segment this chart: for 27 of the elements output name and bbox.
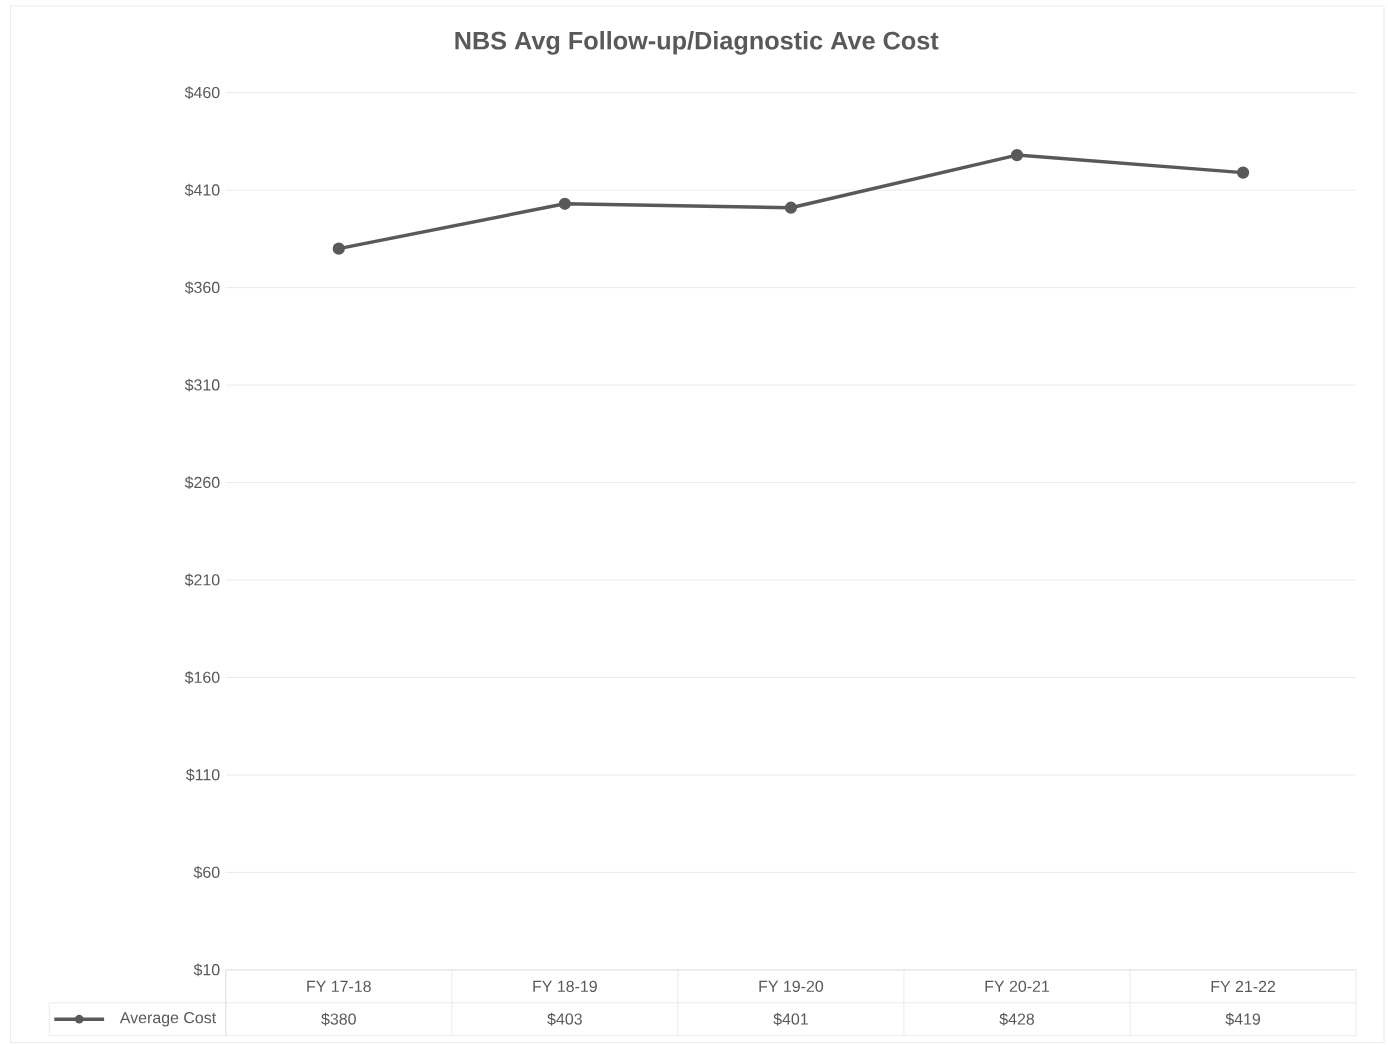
point: [1010, 149, 1024, 162]
y-tick-label: $110: [186, 768, 220, 782]
x-tick-label: FY 18-19: [533, 980, 597, 993]
data-label: $419: [1225, 1012, 1261, 1026]
y-tick-label: $310: [184, 378, 220, 392]
point: [784, 201, 798, 214]
data-label: $380: [321, 1012, 356, 1026]
x-tick-label: FY 21-22: [1211, 980, 1276, 993]
x-tick-label: FY 19-20: [759, 980, 824, 993]
point: [1236, 166, 1250, 179]
point: [332, 242, 345, 255]
y-tick-label: $360: [184, 281, 220, 295]
y-tick-label: $160: [184, 671, 220, 685]
legend-label: Average Cost: [119, 1012, 217, 1027]
data-label: $428: [999, 1012, 1035, 1026]
y-tick-label: $10: [193, 963, 220, 977]
data-label: $403: [547, 1012, 582, 1026]
x-tick-label: FY 17-18: [307, 980, 371, 993]
y-tick-label: $460: [184, 86, 220, 100]
point: [558, 197, 571, 211]
x-tick-label: FY 20-21: [985, 980, 1049, 993]
y-tick-label: $410: [184, 183, 220, 197]
data-label: $401: [773, 1012, 808, 1026]
y-tick-label: $60: [193, 866, 220, 880]
chart-title: NBS Avg Follow-up/Diagnostic Ave Cost: [455, 31, 939, 55]
y-tick-label: $260: [184, 476, 220, 490]
y-tick-label: $210: [184, 573, 220, 587]
